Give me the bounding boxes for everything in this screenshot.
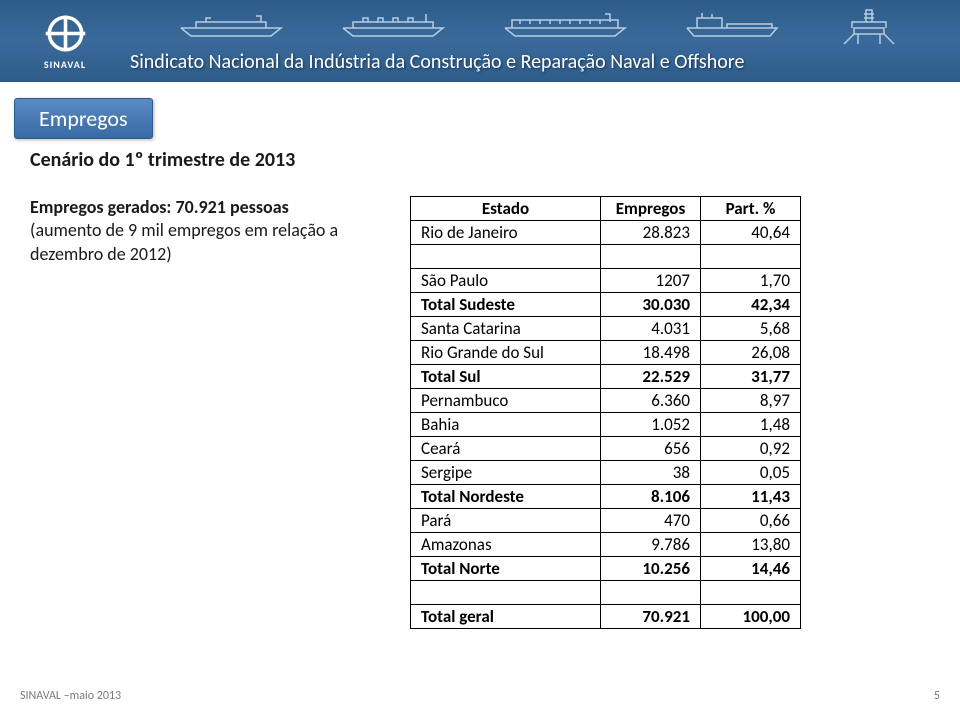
cell-label: Pará (411, 509, 601, 533)
section-tag: Empregos (14, 98, 153, 139)
cell-value: 10.256 (601, 557, 701, 581)
table-row: São Paulo12071,70 (411, 269, 801, 293)
cell-value: 1.052 (601, 413, 701, 437)
table-row: Rio de Janeiro28.82340,64 (411, 221, 801, 245)
cell-pct: 42,34 (701, 293, 801, 317)
footer-left: SINAVAL –maio 2013 (20, 689, 121, 703)
col-estado: Estado (411, 197, 601, 221)
cell-value: 38 (601, 461, 701, 485)
cell-pct: 0,92 (701, 437, 801, 461)
cell-value: 9.786 (601, 533, 701, 557)
jobs-increase-line: (aumento de 9 mil empregos em relação a … (30, 219, 370, 266)
jobs-generated-line: Empregos gerados: 70.921 pessoas (30, 196, 370, 219)
cell-pct: 8,97 (701, 389, 801, 413)
cell-pct: 40,64 (701, 221, 801, 245)
content-area: Cenário do 1º trimestre de 2013 Empregos… (30, 148, 930, 629)
cell-pct: 11,43 (701, 485, 801, 509)
table-row: Santa Catarina4.0315,68 (411, 317, 801, 341)
cell-pct: 100,00 (701, 605, 801, 629)
cell-pct: 13,80 (701, 533, 801, 557)
cell-label: Bahia (411, 413, 601, 437)
logo-area: SINAVAL (0, 0, 120, 82)
cell-pct: 31,77 (701, 365, 801, 389)
table-row: Rio Grande do Sul18.49826,08 (411, 341, 801, 365)
table-row: Total Sudeste30.03042,34 (411, 293, 801, 317)
left-column: Empregos gerados: 70.921 pessoas (aument… (30, 196, 370, 629)
cell-value: 470 (601, 509, 701, 533)
cell-value: 656 (601, 437, 701, 461)
jobs-table: Estado Empregos Part. % Rio de Janeiro28… (410, 196, 801, 629)
cargo-ship-icon (338, 8, 448, 38)
col-part: Part. % (701, 197, 801, 221)
table-row: Total Sul22.52931,77 (411, 365, 801, 389)
cell-label: Rio de Janeiro (411, 221, 601, 245)
cell-value: 1207 (601, 269, 701, 293)
col-empregos: Empregos (601, 197, 701, 221)
cell-value: 28.823 (601, 221, 701, 245)
footer-page-number: 5 (934, 689, 940, 703)
cell-value: 30.030 (601, 293, 701, 317)
table-row: Amazonas9.78613,80 (411, 533, 801, 557)
table-row: Sergipe380,05 (411, 461, 801, 485)
cell-label: Rio Grande do Sul (411, 341, 601, 365)
cell-label: São Paulo (411, 269, 601, 293)
cell-label: Sergipe (411, 461, 601, 485)
sinaval-logo-icon (38, 11, 93, 56)
table-header-row: Estado Empregos Part. % (411, 197, 801, 221)
cell-label: Ceará (411, 437, 601, 461)
table-row: Total Nordeste8.10611,43 (411, 485, 801, 509)
cell-value: 4.031 (601, 317, 701, 341)
table-row: Total geral70.921100,00 (411, 605, 801, 629)
supply-ship-icon (682, 8, 782, 38)
cell-pct: 14,46 (701, 557, 801, 581)
cell-pct: 0,05 (701, 461, 801, 485)
table-row: Pará4700,66 (411, 509, 801, 533)
cell-value: 70.921 (601, 605, 701, 629)
container-ship-icon (500, 8, 630, 38)
logo-label: SINAVAL (44, 58, 86, 71)
cell-pct: 0,66 (701, 509, 801, 533)
table-row: Pernambuco6.3608,97 (411, 389, 801, 413)
cell-pct: 1,48 (701, 413, 801, 437)
cell-pct: 26,08 (701, 341, 801, 365)
cell-value: 22.529 (601, 365, 701, 389)
footer: SINAVAL –maio 2013 5 (20, 689, 940, 703)
cell-label: Total Sul (411, 365, 601, 389)
cell-label: Santa Catarina (411, 317, 601, 341)
table-row: Ceará6560,92 (411, 437, 801, 461)
header-bar: SINAVAL Sindicato Nacional da Indústria … (0, 0, 960, 82)
cell-label: Total Norte (411, 557, 601, 581)
cell-label: Amazonas (411, 533, 601, 557)
cell-pct: 5,68 (701, 317, 801, 341)
cell-label: Total Nordeste (411, 485, 601, 509)
header-title: Sindicato Nacional da Indústria da Const… (130, 50, 744, 74)
cell-value: 18.498 (601, 341, 701, 365)
cell-value: 6.360 (601, 389, 701, 413)
platform-icon (834, 8, 904, 46)
cell-pct: 1,70 (701, 269, 801, 293)
spacer-row (411, 245, 801, 269)
table-row: Bahia1.0521,48 (411, 413, 801, 437)
cell-label: Pernambuco (411, 389, 601, 413)
tanker-ship-icon (176, 8, 286, 38)
spacer-row (411, 581, 801, 605)
cell-value: 8.106 (601, 485, 701, 509)
cell-label: Total geral (411, 605, 601, 629)
table-row: Total Norte10.25614,46 (411, 557, 801, 581)
scenario-title: Cenário do 1º trimestre de 2013 (30, 148, 930, 172)
cell-label: Total Sudeste (411, 293, 601, 317)
